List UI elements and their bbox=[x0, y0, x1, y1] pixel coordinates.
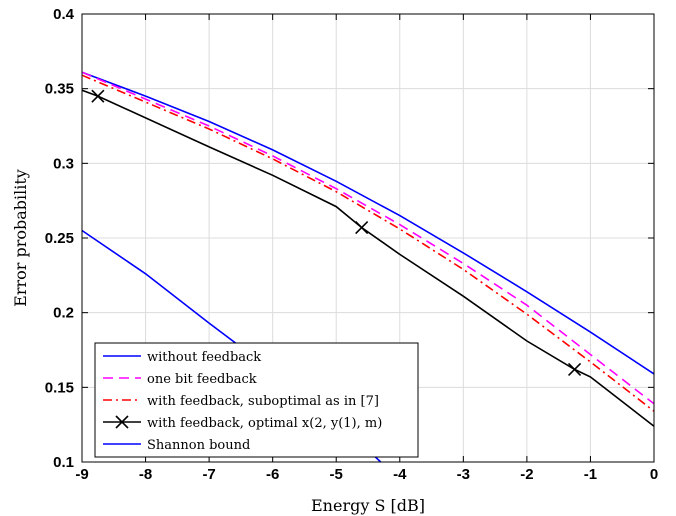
legend-marker bbox=[115, 415, 129, 429]
series-line-1 bbox=[81, 71, 655, 405]
x-tick-label: -7 bbox=[202, 466, 215, 483]
legend-label: without feedback bbox=[147, 350, 261, 365]
series-marker bbox=[91, 89, 105, 103]
legend-box bbox=[94, 342, 419, 458]
y-tick-label: 0.1 bbox=[53, 454, 74, 471]
legend-label: one bit feedback bbox=[147, 372, 257, 387]
y-tick-label: 0.35 bbox=[45, 81, 74, 98]
y-tick-label: 0.3 bbox=[53, 155, 74, 172]
legend-label: with feedback, suboptimal as in [7] bbox=[147, 394, 379, 409]
x-tick-label: 0 bbox=[650, 466, 658, 483]
x-tick-label: -2 bbox=[520, 466, 533, 483]
x-tick-label: -8 bbox=[139, 466, 152, 483]
y-tick-label: 0.25 bbox=[45, 230, 74, 247]
legend-label: Shannon bound bbox=[147, 438, 250, 453]
x-tick-label: -5 bbox=[330, 466, 343, 483]
series-line-2 bbox=[81, 74, 655, 412]
x-axis-label: Energy S [dB] bbox=[311, 496, 425, 515]
y-tick-label: 0.4 bbox=[53, 6, 75, 23]
x-tick-label: -1 bbox=[584, 466, 597, 483]
y-tick-label: 0.2 bbox=[53, 305, 74, 322]
series-marker bbox=[567, 362, 582, 376]
x-tick-label: -6 bbox=[266, 466, 279, 483]
series-marker bbox=[355, 220, 369, 235]
legend: without feedback one bit feedback with fee… bbox=[94, 342, 419, 458]
series-line-0 bbox=[81, 71, 655, 375]
y-axis-label: Error probability bbox=[11, 169, 30, 307]
y-tick-label: 0.15 bbox=[45, 379, 74, 396]
x-tick-label: -3 bbox=[457, 466, 470, 483]
axis-ticks: -9 -8 -7 -6 -5 -4 -3 -2 -1 0 0.1 0.15 0.2 0.25 0.3 0.35… bbox=[45, 6, 658, 483]
series-line-3 bbox=[81, 89, 655, 427]
x-tick-label: -9 bbox=[75, 466, 88, 483]
x-tick-label: -4 bbox=[393, 466, 407, 483]
legend-label: with feedback, optimal x(2, y(1), m) bbox=[147, 416, 382, 431]
